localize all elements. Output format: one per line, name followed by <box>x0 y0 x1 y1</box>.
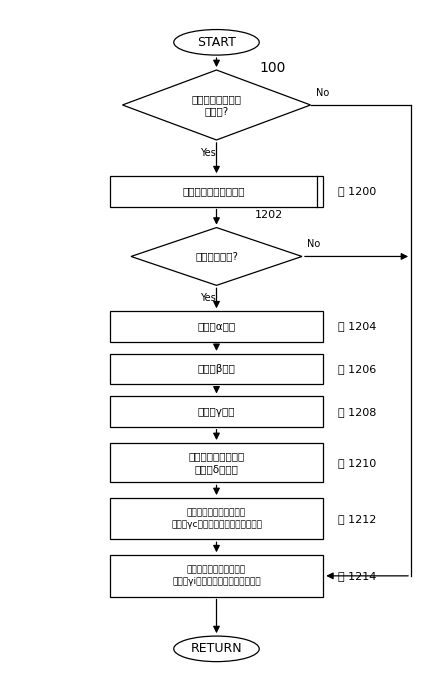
Polygon shape <box>131 227 302 286</box>
Text: ～ 1200: ～ 1200 <box>338 186 377 196</box>
Text: 弱成層リーン燃焼
運転中?: 弱成層リーン燃焼 運転中? <box>191 94 242 116</box>
Text: ～ 1210: ～ 1210 <box>338 457 377 468</box>
Text: No: No <box>307 239 320 249</box>
Text: ～ 1212: ～ 1212 <box>338 514 377 524</box>
Text: 学習実施条件?: 学習実施条件? <box>195 252 238 261</box>
Text: 補正率β取得: 補正率β取得 <box>197 364 236 374</box>
Bar <box>110 354 323 384</box>
Bar <box>110 443 323 482</box>
Bar <box>110 555 323 597</box>
Text: 燃焼特性の変化分として
補正率γc（圧縮行程噴射分）を学習: 燃焼特性の変化分として 補正率γc（圧縮行程噴射分）を学習 <box>171 509 262 529</box>
Text: 補正率γ取得: 補正率γ取得 <box>198 407 235 416</box>
Text: 燃焼特性の変化分として
補正率γi（吸気行程噴射分）を学習: 燃焼特性の変化分として 補正率γi（吸気行程噴射分）を学習 <box>172 565 261 586</box>
Text: No: No <box>316 88 329 98</box>
Text: ～ 1204: ～ 1204 <box>338 322 377 331</box>
Text: RETURN: RETURN <box>191 642 242 656</box>
Text: START: START <box>197 36 236 49</box>
Text: Yes: Yes <box>200 293 216 304</box>
Text: 1202: 1202 <box>255 209 283 220</box>
Bar <box>110 396 323 427</box>
Text: 補正率α取得: 補正率α取得 <box>197 322 236 331</box>
Bar <box>110 498 323 539</box>
Text: ～ 1214: ～ 1214 <box>338 571 377 581</box>
Ellipse shape <box>174 30 259 55</box>
Text: Yes: Yes <box>200 148 216 159</box>
Text: 空燃比ずれ分として
補正率δを学習: 空燃比ずれ分として 補正率δを学習 <box>188 452 245 474</box>
Polygon shape <box>123 70 310 140</box>
Ellipse shape <box>174 636 259 662</box>
Text: ～ 1208: ～ 1208 <box>338 407 377 416</box>
Bar <box>110 176 323 207</box>
Bar <box>110 311 323 342</box>
Text: 100: 100 <box>259 61 286 75</box>
Text: ～ 1206: ～ 1206 <box>338 364 377 374</box>
Text: 弱成層リーン燃焼制御: 弱成層リーン燃焼制御 <box>182 186 245 196</box>
